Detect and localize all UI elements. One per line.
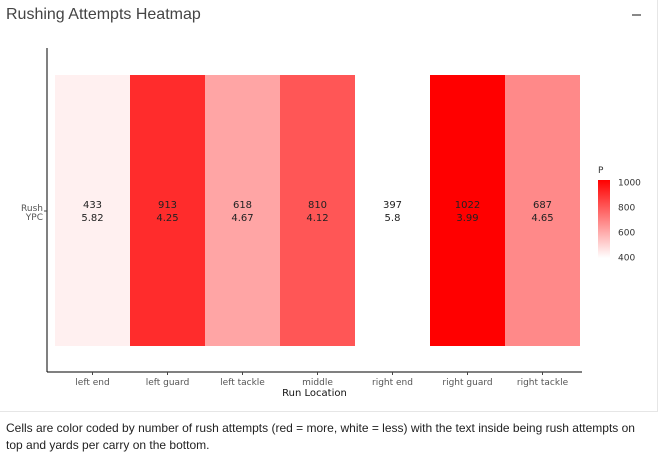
y-tick-label-ypc: YPC [25,213,43,223]
x-tick-label: left guard [146,378,190,388]
legend-tick-label: 400 [618,254,635,264]
heatmap-cell-left-guard [130,75,205,346]
heatmap-cell-middle [280,75,355,346]
legend-gradient-bar [598,180,610,258]
cell-attempts-label: 433 [83,200,102,211]
x-tick-label: left tackle [220,378,265,388]
heatmap-chart: 433 5.82 913 4.25 618 4.67 810 4.12 397 5.8 1022 3.… [21,48,641,399]
x-tick-label: right tackle [517,378,569,388]
y-tick-label-rush: Rush [21,204,43,214]
x-tick-label: middle [302,378,333,388]
cell-attempts-label: 687 [533,200,552,211]
heatmap-cell-right-guard [430,75,505,346]
legend-tick-label: 800 [618,204,635,214]
x-tick-label: right end [372,378,413,388]
cell-attempts-label: 618 [233,200,252,211]
caption-text: Cells are color coded by number of rush … [6,421,635,452]
cell-attempts-label: 1022 [455,200,480,211]
panel-title: Rushing Attempts Heatmap [6,6,201,23]
heatmap-cell-right-end [355,75,430,346]
x-tick-label: left end [75,378,109,388]
cell-ypc-label: 3.99 [456,213,478,224]
legend-title: P [598,166,604,176]
cell-ypc-label: 4.12 [306,213,328,224]
cell-attempts-label: 397 [383,200,402,211]
cell-ypc-label: 4.67 [231,213,253,224]
heatmap-panel: Rushing Attempts Heatmap 433 5.82 913 4.25 6… [0,0,658,452]
color-legend: P 400 600 800 1000 [598,166,641,264]
x-tick-label: right guard [442,378,492,388]
x-axis-title: Run Location [282,388,347,399]
cell-ypc-label: 5.8 [385,213,401,224]
heatmap-cell-left-tackle [205,75,280,346]
legend-tick-label: 600 [618,229,635,239]
cell-attempts-label: 913 [158,200,177,211]
cell-ypc-label: 4.25 [156,213,178,224]
legend-tick-label: 1000 [618,179,641,189]
cell-attempts-label: 810 [308,200,327,211]
cell-ypc-label: 5.82 [81,213,103,224]
heatmap-cell-right-tackle [505,75,580,346]
heatmap-cell-left-end [55,75,130,346]
minus-icon[interactable] [628,4,646,22]
cell-ypc-label: 4.65 [531,213,553,224]
